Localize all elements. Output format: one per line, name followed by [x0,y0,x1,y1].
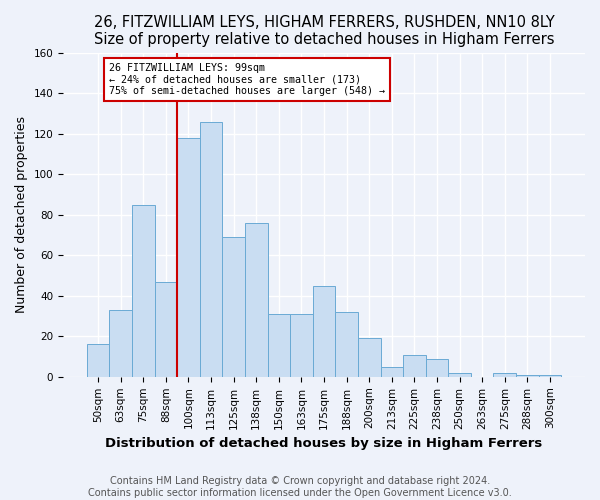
Bar [493,373,516,377]
Bar [380,366,403,377]
Bar [425,358,448,377]
Bar [109,310,132,377]
Text: Contains HM Land Registry data © Crown copyright and database right 2024.
Contai: Contains HM Land Registry data © Crown c… [88,476,512,498]
Title: 26, FITZWILLIAM LEYS, HIGHAM FERRERS, RUSHDEN, NN10 8LY
Size of property relativ: 26, FITZWILLIAM LEYS, HIGHAM FERRERS, RU… [94,15,554,48]
Bar [223,237,245,377]
Bar [155,282,177,377]
Bar [177,138,200,377]
X-axis label: Distribution of detached houses by size in Higham Ferrers: Distribution of detached houses by size … [106,437,542,450]
Bar [245,223,268,377]
Bar [268,314,290,377]
Text: 26 FITZWILLIAM LEYS: 99sqm
← 24% of detached houses are smaller (173)
75% of sem: 26 FITZWILLIAM LEYS: 99sqm ← 24% of deta… [109,63,385,96]
Bar [539,375,561,377]
Bar [87,344,109,377]
Bar [358,338,380,377]
Y-axis label: Number of detached properties: Number of detached properties [15,116,28,314]
Bar [132,204,155,377]
Bar [313,286,335,377]
Bar [290,314,313,377]
Bar [335,312,358,377]
Bar [448,373,471,377]
Bar [200,122,223,377]
Bar [403,354,425,377]
Bar [516,375,539,377]
